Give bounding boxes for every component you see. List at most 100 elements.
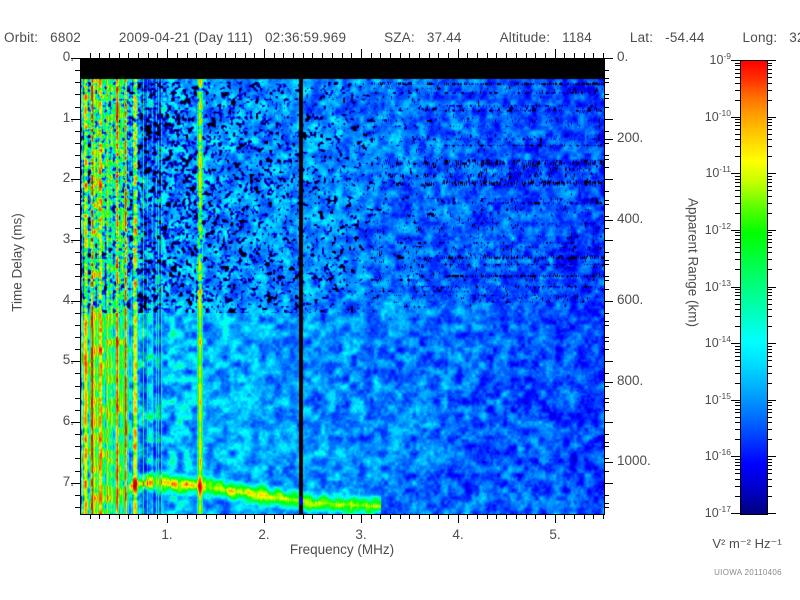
tick-mark xyxy=(75,70,80,71)
tick-mark xyxy=(604,361,609,362)
tick-mark xyxy=(75,264,80,265)
tick-mark xyxy=(206,53,207,58)
tick-mark xyxy=(177,53,178,58)
tick-mark xyxy=(351,514,352,519)
colorbar-tick-mark xyxy=(767,90,772,91)
tick-mark xyxy=(400,53,401,58)
colorbar-tick-mark xyxy=(767,473,772,474)
colorbar-tick-mark xyxy=(731,230,740,231)
tick-mark xyxy=(119,53,120,58)
tick-mark xyxy=(167,49,168,58)
tick-mark xyxy=(371,514,372,519)
tick-mark xyxy=(157,53,158,58)
tick-mark xyxy=(419,53,420,58)
colorbar-tick-mark xyxy=(767,417,772,418)
y-left-tick-label: 2. xyxy=(62,170,74,185)
colorbar-tick-mark xyxy=(767,402,772,403)
colorbar-tick-mark xyxy=(767,242,772,243)
tick-mark xyxy=(555,49,556,58)
tick-mark xyxy=(555,514,556,523)
tick-mark xyxy=(564,53,565,58)
tick-mark xyxy=(99,514,100,519)
colorbar-tick-mark xyxy=(735,295,740,296)
tick-mark xyxy=(254,514,255,519)
tick-mark xyxy=(604,252,609,253)
tick-mark xyxy=(75,143,80,144)
tick-mark xyxy=(477,53,478,58)
tick-mark xyxy=(604,471,609,472)
y-axis-left-title: Time Delay (ms) xyxy=(9,213,25,312)
tick-mark xyxy=(604,179,609,180)
longitude-label: Long: xyxy=(742,30,778,45)
colorbar-tick-mark xyxy=(735,242,740,243)
colorbar-tick-mark xyxy=(735,373,740,374)
tick-mark xyxy=(604,386,609,387)
colorbar-tick-mark xyxy=(731,456,740,457)
colorbar-tick-mark xyxy=(767,65,772,66)
colorbar-tick-mark xyxy=(735,429,740,430)
tick-mark xyxy=(526,514,527,519)
tick-mark xyxy=(458,49,459,58)
tick-mark xyxy=(574,53,575,58)
colorbar-tick-mark xyxy=(767,182,772,183)
tick-mark xyxy=(604,289,609,290)
tick-mark xyxy=(535,514,536,519)
colorbar-tick-mark xyxy=(767,295,772,296)
y-right-tick-label: 0. xyxy=(617,49,629,64)
tick-mark xyxy=(75,252,80,253)
colorbar-tick-mark xyxy=(767,60,776,61)
colorbar-tick-mark xyxy=(735,239,740,240)
header-metadata-line: Orbit: 6802 2009-04-21 (Day 111) 02:36:5… xyxy=(0,30,800,45)
tick-mark xyxy=(487,514,488,519)
colorbar-tick-mark xyxy=(767,122,772,123)
colorbar-tick-mark xyxy=(735,83,740,84)
colorbar-tick-mark xyxy=(735,125,740,126)
tick-mark xyxy=(516,514,517,519)
tick-mark xyxy=(109,53,110,58)
sza-label: SZA: xyxy=(384,30,415,45)
sza-value: 37.44 xyxy=(426,30,462,45)
tick-mark xyxy=(75,289,80,290)
colorbar-tick-mark xyxy=(767,156,772,157)
tick-mark xyxy=(604,301,613,302)
colorbar-tick-mark xyxy=(735,465,740,466)
tick-mark xyxy=(438,53,439,58)
tick-mark xyxy=(535,53,536,58)
tick-mark xyxy=(496,514,497,519)
tick-mark xyxy=(283,514,284,519)
tick-mark xyxy=(604,264,609,265)
x-tick-label: 1. xyxy=(161,527,173,542)
colorbar-tick-mark xyxy=(735,176,740,177)
tick-mark xyxy=(235,514,236,519)
colorbar-tick-mark xyxy=(735,252,740,253)
tick-mark xyxy=(71,58,80,59)
colorbar-tick-mark xyxy=(767,259,772,260)
tick-mark xyxy=(157,514,158,519)
colorbar xyxy=(740,60,768,515)
tick-mark xyxy=(574,514,575,519)
colorbar-tick-mark xyxy=(767,146,772,147)
tick-mark xyxy=(448,514,449,519)
tick-mark xyxy=(119,514,120,519)
colorbar-tick-mark xyxy=(735,203,740,204)
tick-mark xyxy=(429,514,430,519)
tick-mark xyxy=(167,514,168,523)
colorbar-tick-mark xyxy=(767,190,772,191)
tick-mark xyxy=(293,514,294,519)
colorbar-tick-mark xyxy=(767,456,776,457)
tick-mark xyxy=(604,58,613,59)
tick-mark xyxy=(545,53,546,58)
tick-mark xyxy=(148,514,149,519)
x-tick-label: 2. xyxy=(258,527,270,542)
latitude-label: Lat: xyxy=(629,30,654,45)
tick-mark xyxy=(604,410,609,411)
colorbar-tick-mark xyxy=(735,405,740,406)
y-left-tick-label: 0. xyxy=(62,49,74,64)
colorbar-tick-label: 10-16 xyxy=(704,447,731,464)
tick-mark xyxy=(109,514,110,519)
tick-mark xyxy=(216,53,217,58)
x-axis-title: Frequency (MHz) xyxy=(289,542,395,557)
colorbar-tick-mark xyxy=(735,100,740,101)
tick-mark xyxy=(604,313,609,314)
tick-mark xyxy=(71,361,80,362)
